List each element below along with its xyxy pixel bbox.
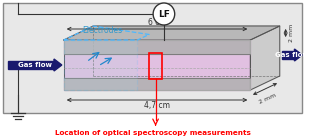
Text: 2 mm: 2 mm: [289, 24, 294, 42]
Text: LF: LF: [158, 9, 170, 18]
Text: Gas flow: Gas flow: [275, 52, 309, 58]
Polygon shape: [8, 61, 54, 69]
Polygon shape: [64, 26, 280, 40]
Circle shape: [153, 3, 175, 25]
Text: Electrodes: Electrodes: [82, 26, 122, 35]
Text: Gas flow: Gas flow: [18, 62, 52, 68]
Text: Location of optical spectroscopy measurements: Location of optical spectroscopy measure…: [55, 130, 251, 136]
Text: 4,7 cm: 4,7 cm: [144, 101, 170, 110]
Polygon shape: [64, 40, 250, 54]
Text: 6 cm: 6 cm: [148, 18, 166, 27]
Polygon shape: [295, 49, 302, 61]
Polygon shape: [282, 51, 295, 59]
Polygon shape: [54, 59, 62, 71]
Polygon shape: [250, 26, 280, 90]
Bar: [149, 53, 162, 79]
Polygon shape: [64, 40, 250, 90]
Bar: [3, 3, 302, 113]
Bar: [64, 40, 137, 90]
Polygon shape: [64, 78, 250, 90]
Text: 2 mm: 2 mm: [259, 93, 277, 105]
